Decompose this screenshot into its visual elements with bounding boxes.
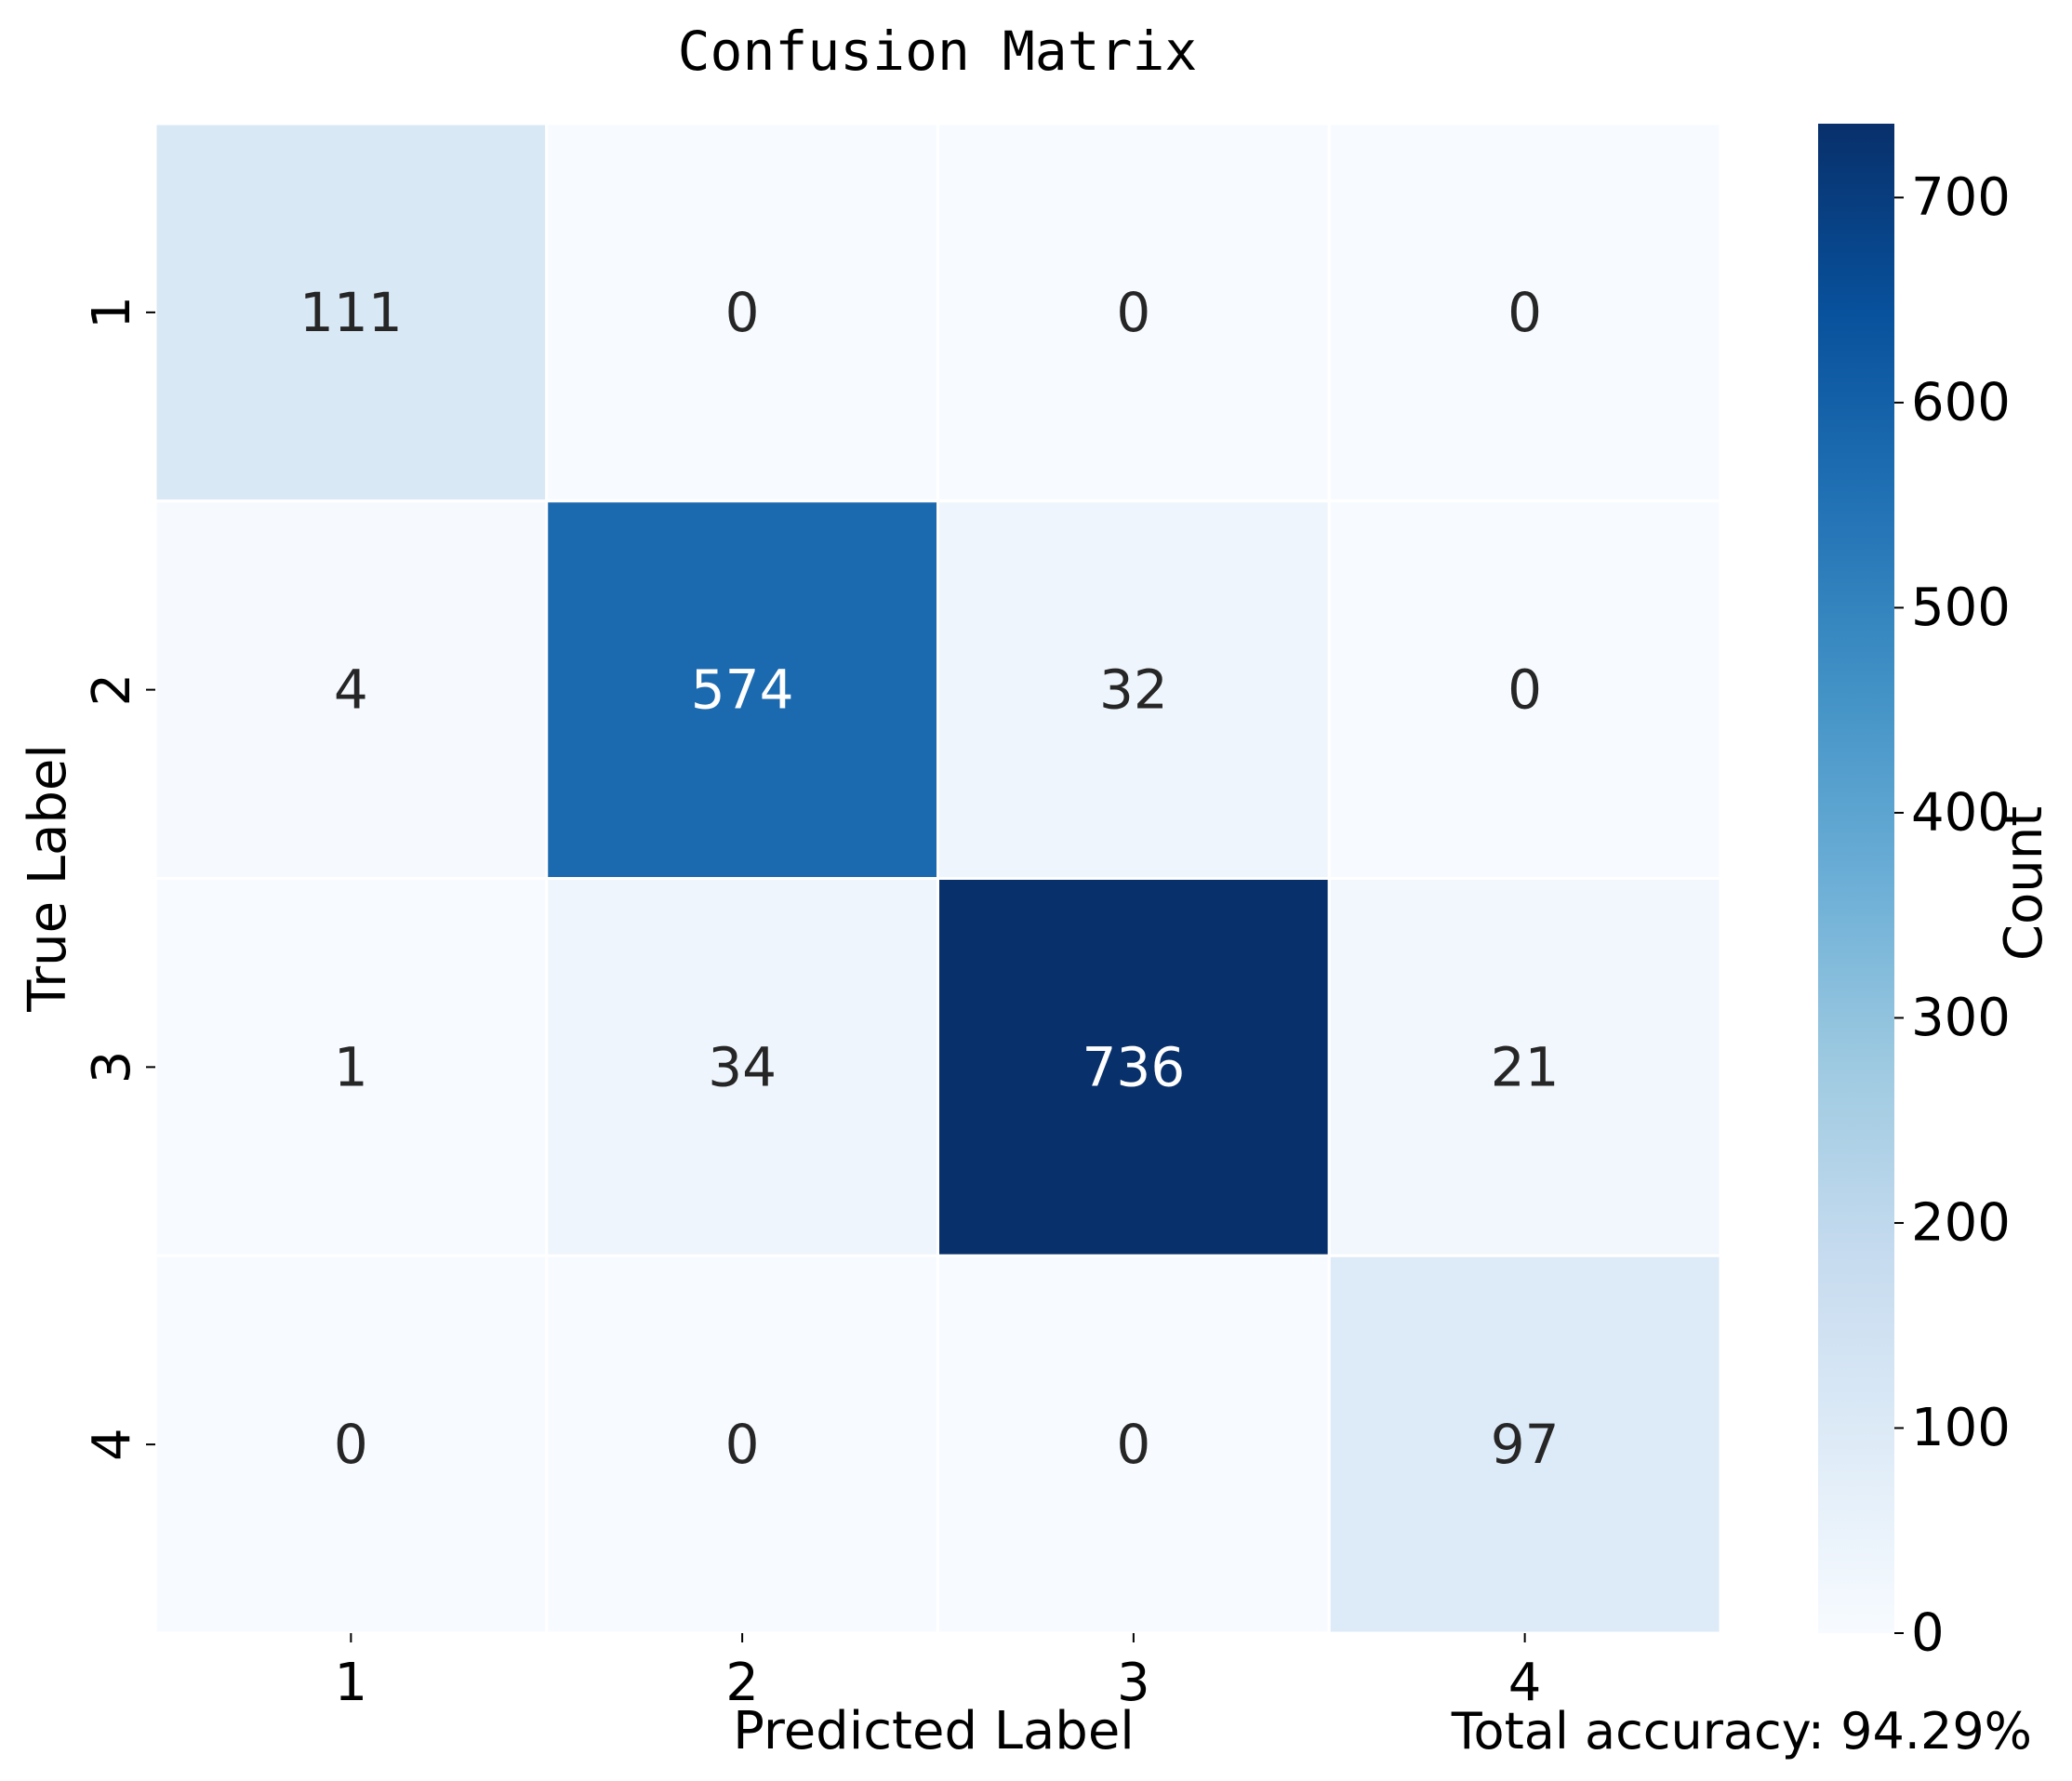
heatmap-cell-r2-c4 [1327, 499, 1722, 880]
heatmap-cell-r1-c4 [1327, 122, 1722, 503]
x-axis-ticks: 1 2 3 4 [335, 1633, 1542, 1713]
colorbar-tick-label: 100 [1911, 1398, 2011, 1458]
heatmap-cell-r4-c4 [1327, 1254, 1722, 1635]
cell-value-r2-c3: 32 [1099, 658, 1168, 722]
heatmap-cell-r1-c2 [545, 122, 939, 503]
x-axis-label: Predicted Label [733, 1701, 1135, 1761]
x-tick-label: 4 [1508, 1653, 1542, 1713]
y-tick-label: 4 [82, 1428, 142, 1461]
colorbar-tick-label: 0 [1911, 1603, 1945, 1664]
colorbar-tick-label: 400 [1911, 782, 2011, 843]
heatmap-cell-r4-c3 [936, 1254, 1331, 1635]
cell-value-r1-c4: 0 [1508, 281, 1542, 344]
cell-value-r4-c4: 97 [1491, 1413, 1560, 1476]
cell-value-r1-c1: 111 [299, 281, 403, 344]
cell-value-r2-c2: 574 [691, 658, 794, 722]
heatmap-cell-r4-c1 [153, 1254, 549, 1635]
cell-value-r1-c2: 0 [725, 281, 760, 344]
cell-value-labels: 111 0 0 0 4 574 32 0 1 34 736 21 0 0 0 97 [299, 281, 1560, 1476]
cell-value-r3-c2: 34 [708, 1035, 777, 1098]
y-axis-ticks: 1 2 3 4 [82, 296, 155, 1461]
y-tick-label: 3 [82, 1051, 142, 1084]
heatmap-cell-r3-c4 [1327, 877, 1722, 1257]
heatmap-cells [153, 122, 1722, 1635]
x-tick-label: 1 [335, 1653, 368, 1713]
colorbar-label: Count [1994, 806, 2054, 961]
colorbar-ticks: 0 100 200 300 400 500 600 700 [1894, 167, 2011, 1664]
cell-value-r3-c4: 21 [1491, 1035, 1560, 1098]
colorbar-tick-label: 300 [1911, 988, 2011, 1048]
x-tick-label: 3 [1117, 1653, 1150, 1713]
heatmap-cell-r3-c2 [545, 877, 939, 1257]
chart-title: Confusion Matrix [678, 20, 1198, 83]
heatmap-cell-r2-c2 [545, 499, 939, 880]
colorbar-tick-label: 500 [1911, 578, 2011, 638]
cell-value-r3-c3: 736 [1082, 1035, 1186, 1098]
heatmap-cell-r1-c3 [936, 122, 1331, 503]
heatmap-cell-r1-c1 [153, 122, 549, 503]
cell-value-r2-c4: 0 [1508, 658, 1542, 722]
total-accuracy-annotation: Total accuracy: 94.29% [1451, 1702, 2032, 1761]
heatmap-cell-r2-c1 [153, 499, 549, 880]
cell-value-r3-c1: 1 [334, 1035, 368, 1098]
x-tick-label: 2 [725, 1653, 759, 1713]
y-axis-label: True Label [18, 744, 78, 1013]
colorbar-tick-label: 600 [1911, 372, 2011, 432]
colorbar [1818, 124, 1894, 1633]
cell-value-r4-c3: 0 [1116, 1413, 1150, 1476]
colorbar-tick-label: 200 [1911, 1192, 2011, 1253]
cell-value-r4-c1: 0 [334, 1413, 368, 1476]
cell-value-r2-c1: 4 [334, 658, 368, 722]
heatmap-cell-r4-c2 [545, 1254, 939, 1635]
cell-value-r4-c2: 0 [725, 1413, 760, 1476]
colorbar-tick-label: 700 [1911, 167, 2011, 228]
y-tick-label: 2 [82, 673, 142, 707]
y-tick-label: 1 [82, 296, 142, 329]
cell-value-r1-c3: 0 [1116, 281, 1150, 344]
